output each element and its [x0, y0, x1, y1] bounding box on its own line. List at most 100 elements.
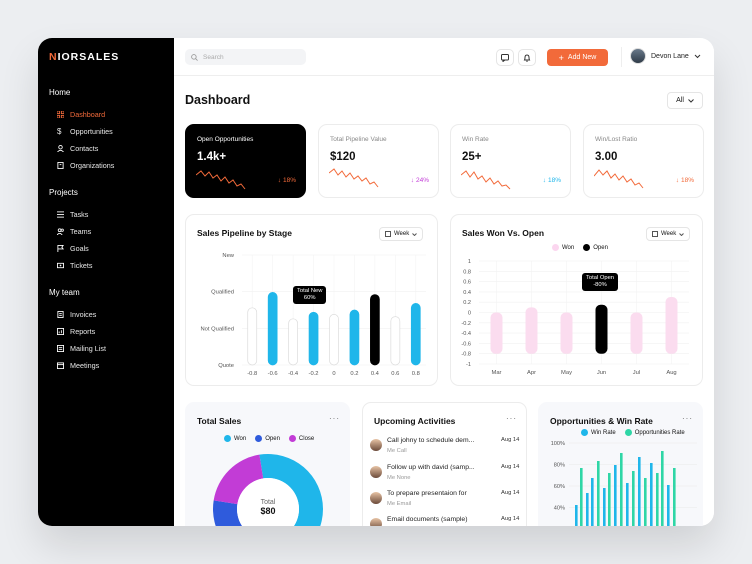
sidebar-item-tasks[interactable]: Tasks — [57, 208, 88, 220]
sidebar-item-tickets[interactable]: Tickets — [57, 259, 93, 271]
donut-slice — [213, 454, 264, 505]
activity-item[interactable]: Call johny to schedule dem... Me Call Au… — [370, 437, 520, 461]
y-tick-label: -0.6 — [461, 341, 471, 347]
more-options-icon[interactable]: ··· — [329, 414, 340, 423]
donut-hole — [237, 478, 299, 526]
kpi-card[interactable]: Win/Lost Ratio 3.00 ↓ 18% — [583, 124, 704, 198]
kpi-label: Win/Lost Ratio — [595, 136, 638, 143]
period-select[interactable]: Week — [379, 227, 424, 241]
legend-label: Won — [234, 435, 247, 442]
x-tick-label: May — [561, 370, 572, 376]
kpi-change: ↓ 18% — [543, 177, 561, 184]
arrow-down-icon: ↓ — [542, 177, 546, 184]
period-value: Week — [394, 231, 410, 237]
legend-label: Opportunities Rate — [634, 429, 685, 436]
sidebar-item-opportunities[interactable]: $ Opportunities — [57, 125, 113, 137]
legend-label: Win Rate — [591, 429, 616, 436]
kpi-card[interactable]: Total Pipeline Value $120 ↓ 24% — [318, 124, 439, 198]
bar — [308, 311, 319, 366]
y-tick-label: 100% — [551, 441, 565, 447]
sidebar-item-invoices[interactable]: Invoices — [57, 308, 96, 320]
x-tick-label: -0.2 — [309, 371, 319, 377]
avatar — [370, 492, 382, 504]
sidebar-item-reports[interactable]: Reports — [57, 325, 95, 337]
y-tick-label: 0.2 — [463, 300, 471, 306]
avatar — [630, 48, 646, 64]
bar — [390, 316, 401, 366]
activity-title: To prepare presentaion for — [387, 490, 467, 497]
activity-subtitle: Me Email — [387, 501, 412, 507]
y-tick-label: 40% — [554, 506, 565, 512]
bar — [620, 453, 623, 526]
bar — [650, 463, 653, 526]
arrow-down-icon: ↓ — [675, 177, 679, 184]
sparkline — [196, 170, 246, 190]
y-tick-label: 0.8 — [463, 269, 471, 275]
sidebar-item-contacts[interactable]: Contacts — [57, 142, 98, 154]
bar — [370, 294, 380, 366]
chart-legend: Win Rate Opportunities Rate — [581, 429, 685, 436]
y-tick-label: -0.4 — [461, 331, 471, 337]
sidebar-item-goals[interactable]: Goals — [57, 242, 89, 254]
activity-item[interactable]: To prepare presentaion for Me Email Aug … — [370, 490, 520, 514]
sidebar-item-dashboard[interactable]: Dashboard — [57, 108, 105, 120]
kpi-change-value: 24% — [415, 177, 429, 184]
bar — [665, 297, 678, 354]
filter-select[interactable]: All — [667, 92, 703, 109]
bar — [608, 473, 611, 526]
kpi-card[interactable]: Win Rate 25+ ↓ 18% — [450, 124, 571, 198]
bar — [632, 471, 635, 526]
page-title: Dashboard — [185, 93, 251, 107]
x-tick-label: -0.6 — [268, 371, 278, 377]
legend-item: Won — [552, 244, 574, 251]
y-tick-label: Not Qualified — [200, 326, 234, 332]
bar — [603, 488, 606, 526]
chart-tooltip: Total New 60% — [293, 286, 327, 305]
activity-item[interactable]: Follow up with david (samp... Me None Au… — [370, 464, 520, 488]
user-menu[interactable]: Devon Lane — [630, 48, 701, 64]
sidebar-item-label: Reports — [70, 326, 96, 336]
kpi-card[interactable]: Open Opportunities 1.4k+ ↓ 18% — [185, 124, 306, 198]
sidebar-item-teams[interactable]: Teams — [57, 225, 91, 237]
ticket-icon — [57, 262, 64, 268]
bar — [490, 312, 503, 354]
activity-date: Aug 14 — [501, 464, 520, 470]
sidebar-item-label: Mailing List — [70, 343, 106, 353]
sparkline — [329, 168, 379, 188]
activity-item[interactable]: Email documents (sample) Aug 14 — [370, 516, 520, 526]
sidebar-item-organizations[interactable]: Organizations — [57, 159, 114, 171]
sidebar-item-label: Tickets — [70, 260, 93, 270]
flag-icon — [57, 244, 64, 252]
card-title: Sales Won Vs. Open — [462, 228, 545, 238]
more-options-icon[interactable]: ··· — [682, 414, 693, 423]
more-options-icon[interactable]: ··· — [506, 414, 517, 423]
bar — [580, 468, 583, 526]
chart-legend: Won Open — [552, 244, 608, 251]
activities-card: Upcoming Activities ··· Call johny to sc… — [362, 402, 527, 526]
y-tick-label: -0.8 — [461, 352, 471, 358]
y-tick-label: -0.2 — [461, 321, 471, 327]
filter-value: All — [676, 97, 684, 104]
bar — [673, 468, 676, 526]
card-title: Sales Pipeline by Stage — [197, 228, 292, 238]
sidebar-item-mailing-list[interactable]: Mailing List — [57, 342, 106, 354]
bar — [288, 318, 298, 366]
messages-button[interactable] — [496, 49, 514, 66]
pipeline-card: Sales Pipeline by Stage Week New Qualifie… — [185, 214, 438, 386]
brand-logo[interactable]: NIORSALES — [49, 51, 120, 63]
add-new-button[interactable]: + Add New — [547, 49, 608, 66]
x-tick-label: 0.6 — [391, 371, 399, 377]
sidebar-item-meetings[interactable]: Meetings — [57, 359, 99, 371]
tooltip-value: 60% — [303, 295, 316, 302]
activity-subtitle: Me None — [387, 475, 411, 481]
opp-win-chart: 100%80%60%40%20% — [551, 441, 697, 526]
bell-icon — [523, 53, 531, 62]
kpi-label: Win Rate — [462, 136, 489, 143]
sidebar-item-label: Organizations — [70, 160, 115, 170]
search-input[interactable]: Search — [185, 49, 306, 65]
tooltip-title: Total Open — [586, 275, 615, 281]
x-tick-label: 0.8 — [412, 371, 420, 377]
period-select[interactable]: Week — [646, 227, 691, 241]
notifications-button[interactable] — [518, 49, 536, 66]
opp-win-card: Opportunities & Win Rate ··· Win Rate Op… — [538, 402, 703, 526]
